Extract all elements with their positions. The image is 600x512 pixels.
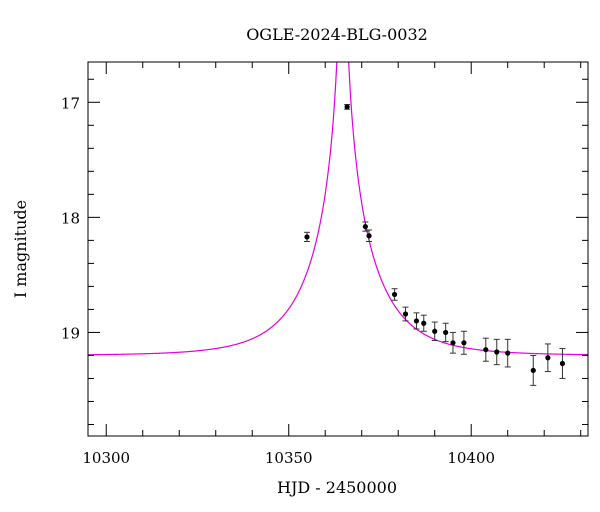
data-point: [460, 330, 467, 355]
data-marker: [461, 340, 467, 346]
data-marker: [545, 355, 551, 361]
data-point: [366, 229, 373, 243]
data-point: [504, 338, 511, 368]
data-marker: [483, 347, 489, 353]
x-axis-label: HJD - 2450000: [277, 478, 397, 497]
data-marker: [450, 340, 456, 346]
data-point: [431, 321, 438, 341]
data-point: [449, 331, 456, 354]
x-tick-label: 10300: [82, 449, 130, 467]
data-marker: [304, 234, 310, 240]
data-marker: [443, 329, 449, 336]
data-marker: [505, 350, 511, 356]
y-tick-label: 19: [61, 324, 80, 342]
axis-ticks: [88, 62, 588, 436]
data-point: [413, 312, 420, 330]
model-curve: [88, 62, 588, 356]
data-point: [530, 354, 537, 386]
plot-frame: [87, 61, 589, 437]
data-marker: [559, 360, 566, 367]
data-point: [559, 348, 566, 379]
data-point: [544, 343, 551, 373]
data-points-layer: [303, 104, 566, 386]
data-marker: [494, 349, 500, 355]
data-point: [391, 288, 398, 301]
data-point: [402, 306, 409, 322]
data-point: [362, 221, 369, 232]
data-marker: [530, 367, 536, 374]
data-marker: [402, 311, 409, 317]
chart-title: OGLE-2024-BLG-0032: [246, 25, 428, 44]
model-curve-layer: [88, 62, 588, 356]
data-marker: [432, 328, 438, 334]
x-tick-label: 10350: [265, 449, 313, 467]
data-point: [482, 337, 489, 362]
data-marker: [413, 318, 420, 324]
tick-labels: 10300 10350 10400 17 18 19: [61, 94, 495, 467]
y-tick-label: 17: [61, 94, 80, 112]
x-tick-label: 10400: [447, 449, 495, 467]
data-marker: [344, 104, 350, 110]
data-point: [493, 338, 500, 366]
data-point: [303, 231, 310, 243]
data-marker: [362, 223, 368, 230]
y-axis-label: I magnitude: [11, 200, 30, 298]
data-point: [420, 314, 427, 332]
data-point: [442, 322, 449, 343]
data-point: [344, 104, 351, 110]
data-marker: [391, 291, 398, 298]
data-marker: [421, 320, 427, 326]
y-tick-label: 18: [61, 209, 80, 227]
data-marker: [366, 233, 372, 239]
